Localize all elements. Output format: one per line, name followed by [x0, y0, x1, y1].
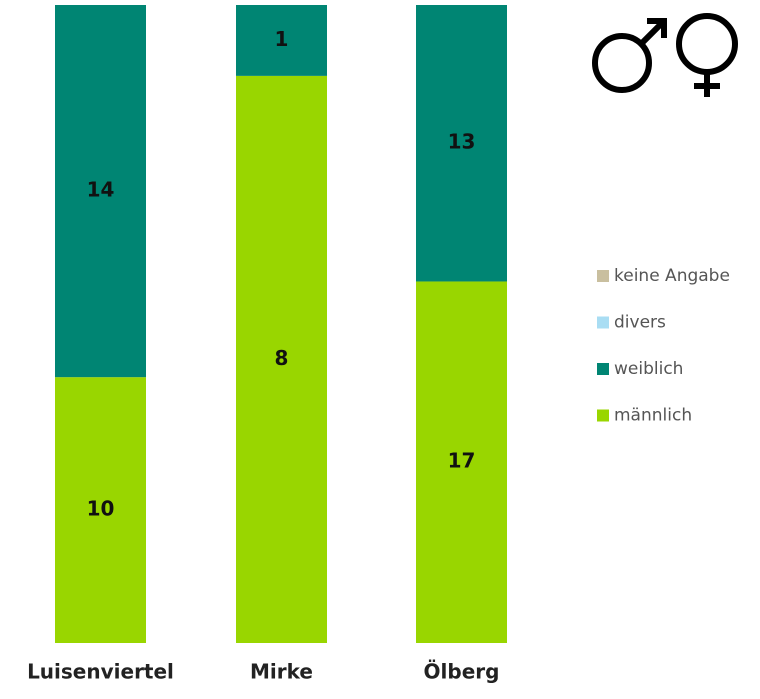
legend-swatch	[597, 270, 609, 282]
value-label: 17	[448, 449, 476, 473]
bar-segment	[416, 5, 507, 282]
legend-label: keine Angabe	[614, 266, 730, 286]
legend-swatch	[597, 316, 609, 329]
x-tick-label: Mirke	[250, 660, 313, 684]
x-tick-label: Luisenviertel	[27, 660, 174, 684]
bar-segment	[236, 75, 327, 643]
bar-segment	[55, 5, 146, 378]
legend-label: männlich	[614, 406, 692, 426]
legend-swatch	[597, 409, 609, 422]
bar-segment	[416, 281, 507, 643]
bar-segment	[236, 5, 327, 76]
value-label: 8	[275, 346, 289, 370]
legend-swatch	[597, 363, 609, 375]
value-label: 10	[87, 497, 115, 521]
value-label: 14	[87, 178, 115, 202]
legend-label: weiblich	[614, 359, 683, 379]
legend-label: divers	[614, 313, 666, 333]
gender-icon	[592, 13, 738, 97]
x-tick-label: Ölberg	[424, 660, 500, 684]
bar-segment	[55, 377, 146, 643]
value-label: 13	[448, 130, 476, 154]
value-label: 1	[275, 27, 289, 51]
